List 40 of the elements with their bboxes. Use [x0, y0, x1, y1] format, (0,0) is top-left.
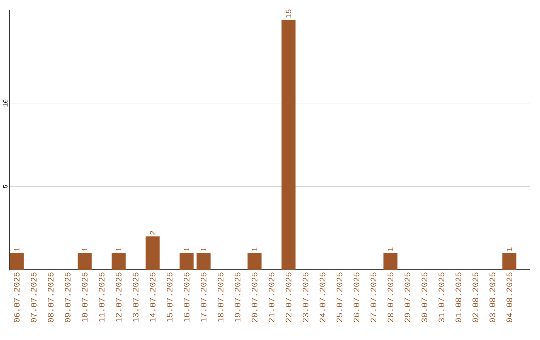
x-tick-label: 10.07.2025 [82, 272, 88, 322]
x-tick-label: 04.08.2025 [506, 272, 512, 322]
bar [10, 253, 24, 270]
x-tick-label: 30.07.2025 [422, 272, 428, 322]
x-tick-label: 14.07.2025 [150, 272, 156, 322]
bar [180, 253, 194, 270]
bar [112, 253, 126, 270]
x-tick-label: 22.07.2025 [286, 272, 292, 322]
x-tick-label: 19.07.2025 [234, 272, 241, 322]
x-tick-label: 13.07.2025 [133, 272, 139, 322]
x-tick-label: 16.07.2025 [184, 272, 190, 322]
x-tick-label: 26.07.2025 [354, 272, 360, 322]
bar [502, 253, 517, 270]
x-tick-label: 18.07.2025 [218, 272, 224, 322]
x-tick-label: 28.07.2025 [388, 272, 394, 322]
bar [282, 20, 296, 270]
x-tick-label: 02.08.2025 [472, 272, 479, 322]
bar [384, 253, 398, 270]
x-tick-label: 21.07.2025 [268, 272, 275, 322]
x-tick-label: 20.07.2025 [252, 272, 258, 322]
x-tick-label: 27.07.2025 [370, 272, 377, 322]
x-tick-label: 06.07.2025 [14, 272, 20, 322]
bar [248, 253, 262, 270]
x-tick-label: 12.07.2025 [116, 272, 122, 322]
x-tick-label: 11.07.2025 [99, 272, 105, 322]
bar [146, 236, 160, 270]
bar [78, 253, 92, 270]
x-tick-label: 31.07.2025 [438, 272, 445, 322]
x-tick-label: 23.07.2025 [302, 272, 309, 322]
bar [196, 253, 211, 270]
x-tick-label: 08.07.2025 [48, 272, 54, 322]
x-tick-label: 29.07.2025 [404, 272, 411, 322]
x-tick-label: 25.07.2025 [336, 272, 343, 322]
x-tick-label: 24.07.2025 [320, 272, 326, 322]
x-tick-label: 15.07.2025 [166, 272, 173, 322]
x-tick-label: 07.07.2025 [31, 272, 37, 322]
x-tick-label: 01.08.2025 [456, 272, 462, 322]
x-tick-label: 17.07.2025 [200, 272, 207, 322]
x-tick-label: 09.07.2025 [65, 272, 71, 322]
x-tick-label: 03.08.2025 [490, 272, 496, 322]
